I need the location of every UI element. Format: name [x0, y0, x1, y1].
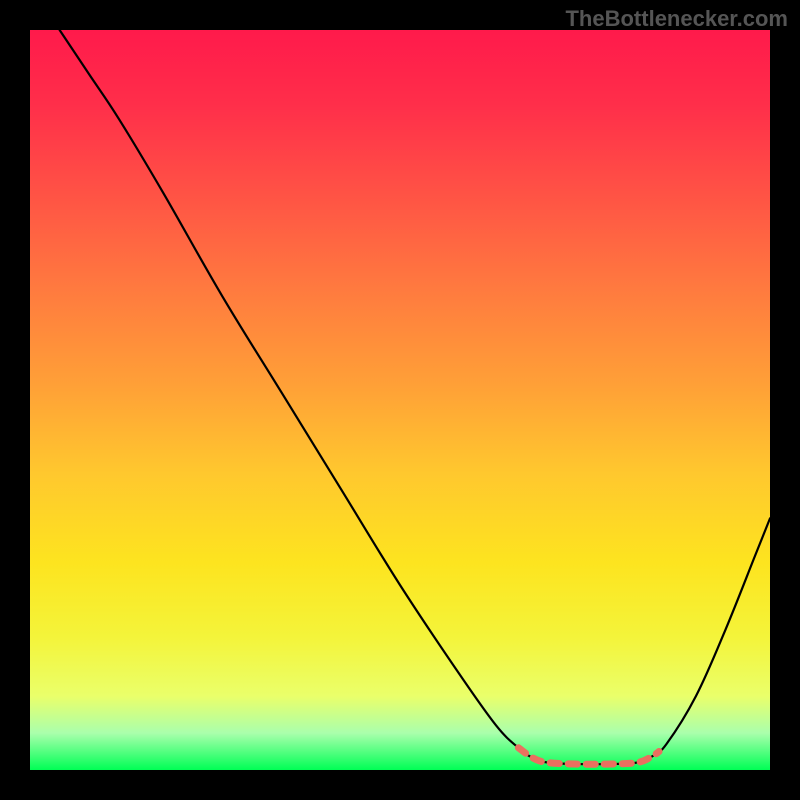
gradient-plot-area: [30, 30, 770, 770]
bottleneck-chart: [0, 0, 800, 800]
watermark-text: TheBottlenecker.com: [565, 6, 788, 32]
chart-container: TheBottlenecker.com: [0, 0, 800, 800]
